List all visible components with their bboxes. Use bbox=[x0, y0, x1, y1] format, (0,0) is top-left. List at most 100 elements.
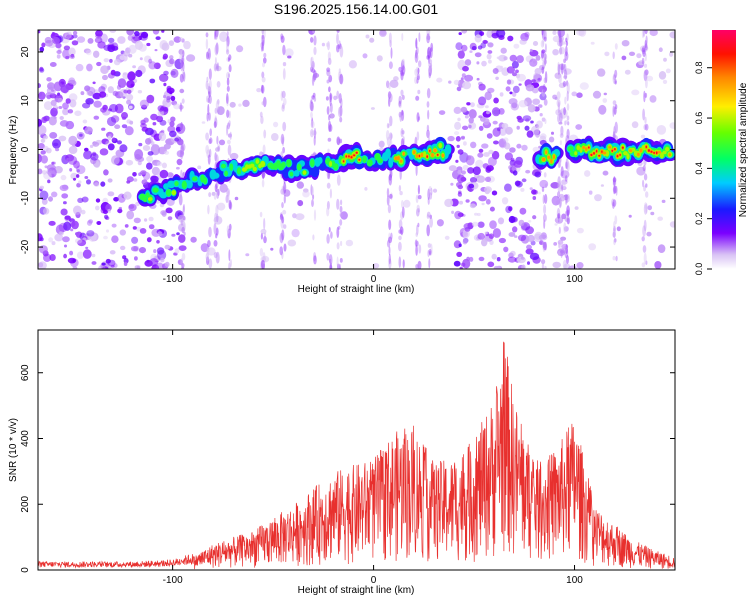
heatmap-cell bbox=[650, 150, 653, 153]
heatmap-cell bbox=[563, 222, 567, 233]
heatmap-cell bbox=[418, 32, 421, 42]
heatmap-cell bbox=[426, 214, 430, 219]
heatmap-cell bbox=[372, 263, 380, 269]
heatmap-cell bbox=[69, 168, 73, 172]
heatmap-cell bbox=[336, 90, 340, 100]
heatmap-cell bbox=[110, 264, 115, 268]
heatmap-cell bbox=[388, 61, 393, 69]
heatmap-cell bbox=[338, 93, 342, 104]
heatmap-cell bbox=[106, 131, 114, 139]
heatmap-cell bbox=[417, 67, 420, 74]
heatmap-cell bbox=[415, 95, 420, 101]
heatmap-cell bbox=[131, 236, 139, 244]
heatmap-cell bbox=[69, 250, 74, 256]
heatmap-cell bbox=[468, 124, 472, 129]
heatmap-cell bbox=[559, 133, 564, 138]
heatmap-cell bbox=[642, 49, 646, 57]
heatmap-cell bbox=[119, 144, 128, 153]
heatmap-cell bbox=[134, 149, 144, 160]
heatmap-cell bbox=[91, 261, 97, 265]
heatmap-cell bbox=[109, 30, 117, 33]
heatmap-cell bbox=[48, 220, 56, 226]
heatmap-cell bbox=[597, 68, 606, 77]
heatmap-cell bbox=[178, 245, 187, 252]
heatmap-cell bbox=[457, 149, 464, 155]
heatmap-cell bbox=[207, 103, 210, 116]
heatmap-cell bbox=[563, 245, 567, 253]
heatmap-cell bbox=[228, 199, 232, 210]
heatmap-cell bbox=[478, 148, 484, 153]
heatmap-cell bbox=[539, 240, 544, 246]
heatmap-cell bbox=[545, 150, 548, 154]
spectrogram-x-ticks: -100 0 100 bbox=[163, 30, 583, 285]
heatmap-cell bbox=[532, 60, 536, 64]
heatmap-cell bbox=[576, 145, 581, 151]
heatmap-cell bbox=[162, 100, 168, 106]
heatmap-cell bbox=[387, 204, 391, 214]
heatmap-cell bbox=[566, 103, 570, 111]
heatmap-cell bbox=[526, 130, 534, 138]
heatmap-cell bbox=[603, 92, 607, 96]
heatmap-cell bbox=[636, 53, 642, 59]
heatmap-cell bbox=[415, 232, 418, 237]
heatmap-cell bbox=[484, 186, 492, 193]
heatmap-cell bbox=[227, 190, 230, 203]
heatmap-cell bbox=[95, 30, 103, 37]
heatmap-cell bbox=[313, 209, 317, 221]
y-tick-label: 0 bbox=[20, 567, 31, 573]
heatmap-cell bbox=[516, 115, 522, 120]
heatmap-cell bbox=[169, 120, 175, 127]
heatmap-cell bbox=[109, 58, 113, 63]
heatmap-cell bbox=[214, 30, 217, 40]
figure-title: S196.2025.156.14.00.G01 bbox=[274, 1, 438, 17]
heatmap-cell bbox=[163, 70, 169, 76]
heatmap-cell bbox=[642, 179, 645, 188]
heatmap-cell bbox=[543, 204, 547, 215]
heatmap-cell bbox=[487, 261, 495, 268]
heatmap-cell bbox=[489, 220, 497, 230]
x-tick-label: -100 bbox=[163, 575, 183, 586]
heatmap-cell bbox=[216, 62, 220, 72]
heatmap-cell bbox=[90, 153, 99, 161]
heatmap-cell bbox=[456, 251, 463, 257]
heatmap-cell bbox=[226, 77, 230, 87]
heatmap-cell bbox=[51, 161, 55, 165]
heatmap-cell bbox=[120, 245, 126, 251]
heatmap-cell bbox=[441, 153, 445, 158]
heatmap-cell bbox=[524, 125, 530, 131]
heatmap-cell bbox=[514, 180, 521, 187]
heatmap-cell bbox=[309, 129, 314, 138]
heatmap-cell bbox=[649, 95, 657, 103]
heatmap-cell bbox=[643, 219, 647, 232]
heatmap-cell bbox=[249, 163, 255, 168]
heatmap-cell bbox=[38, 168, 43, 175]
heatmap-cell bbox=[236, 45, 244, 53]
x-tick-label: 0 bbox=[371, 575, 377, 586]
heatmap-cell bbox=[218, 139, 226, 146]
heatmap-cell bbox=[516, 143, 522, 149]
heatmap-cell bbox=[376, 55, 383, 62]
heatmap-cell bbox=[245, 253, 250, 257]
heatmap-cell bbox=[76, 251, 84, 259]
heatmap-cell bbox=[552, 30, 557, 35]
heatmap-cell bbox=[208, 192, 212, 198]
heatmap-cell bbox=[144, 218, 148, 222]
heatmap-cell bbox=[140, 31, 149, 39]
heatmap-cell bbox=[281, 90, 286, 99]
heatmap-cell bbox=[156, 262, 164, 269]
heatmap-cell bbox=[103, 169, 109, 176]
heatmap-cell bbox=[94, 37, 103, 44]
heatmap-cell bbox=[500, 47, 507, 54]
heatmap-cell bbox=[168, 40, 175, 46]
heatmap-cell bbox=[107, 136, 112, 141]
heatmap-cell bbox=[559, 32, 562, 44]
heatmap-cell bbox=[400, 200, 404, 209]
heatmap-cell bbox=[126, 180, 131, 184]
heatmap-cell bbox=[139, 228, 147, 234]
heatmap-cell bbox=[488, 59, 492, 64]
heatmap-cell bbox=[86, 63, 93, 72]
heatmap-cell bbox=[38, 125, 47, 136]
heatmap-cell bbox=[330, 231, 333, 239]
heatmap-cell bbox=[206, 51, 209, 60]
heatmap-cell bbox=[260, 233, 263, 240]
